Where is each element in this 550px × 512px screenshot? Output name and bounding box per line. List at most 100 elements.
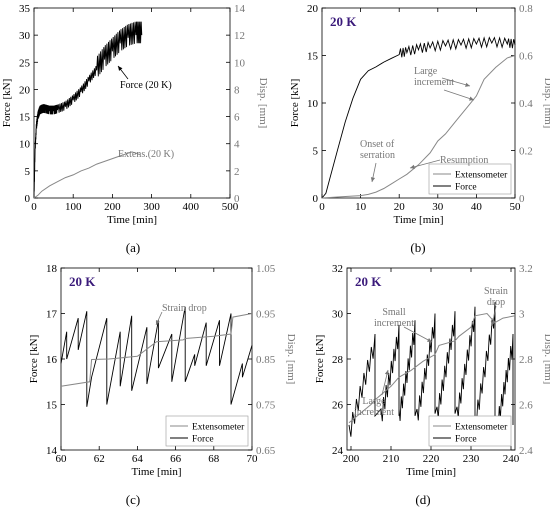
y-right-tick-label: 0.85 xyxy=(256,354,276,366)
x-tick-label: 20 xyxy=(394,201,406,213)
panel-caption: (d) xyxy=(415,492,430,507)
legend-entry: Extensometer xyxy=(455,423,508,433)
annotation-text: increment xyxy=(374,318,414,329)
panel-caption: (b) xyxy=(410,240,425,255)
x-tick-label: 68 xyxy=(208,453,220,465)
x-tick-label: 0 xyxy=(31,201,37,213)
x-axis-label: Time [min] xyxy=(406,466,456,478)
annotation-text: Extens.(20 K) xyxy=(118,149,174,160)
annotation-text: Small xyxy=(382,307,406,318)
y-tick-label: 15 xyxy=(19,112,31,124)
panel-c: 60 62 64 66 68 70 14 15 16 17 18 0.65 0.75 0.85 0.95 1.… xyxy=(28,263,297,507)
x-tick-label: 60 xyxy=(56,453,68,465)
y-tick-label: 10 xyxy=(19,139,31,151)
annotation-text: serration xyxy=(360,150,395,161)
y-right-tick-label: 4 xyxy=(234,139,240,151)
annotation-arrowhead xyxy=(427,337,432,342)
x-tick-label: 0 xyxy=(319,201,325,213)
panel-d: 200 210 220 230 240 24 26 28 30 32 2.4 2.6 2.8 3 3.2 Ti… xyxy=(314,263,550,507)
annotation-text: Strain drop xyxy=(162,303,207,314)
y-tick-label: 35 xyxy=(19,3,31,15)
annotation-text: Resumption xyxy=(440,155,488,166)
y-right-tick-label: 6 xyxy=(234,112,240,124)
y-axis-label: Force [kN] xyxy=(1,79,13,128)
y-axis-label: Force [kN] xyxy=(28,335,40,384)
panel-caption: (c) xyxy=(126,492,140,507)
y-right-axis-label: Disp. [mm] xyxy=(542,334,550,385)
annotation-arrowhead xyxy=(469,96,474,101)
legend-box xyxy=(165,415,249,447)
y-right-axis-label: Disp. [mm] xyxy=(542,78,550,129)
y-tick-label: 30 xyxy=(332,309,344,321)
y-right-axis-label: Disp. [mm] xyxy=(257,78,269,129)
x-tick-label: 64 xyxy=(132,453,144,465)
x-tick-label: 240 xyxy=(503,453,520,465)
annotation-arrowhead xyxy=(118,66,123,71)
x-axis-label: Time [min] xyxy=(393,214,443,226)
panel-caption: (a) xyxy=(126,240,140,255)
y-right-tick-label: 2 xyxy=(234,166,240,178)
annotation-arrow xyxy=(403,326,433,343)
y-tick-label: 14 xyxy=(46,445,58,457)
y-right-tick-label: 1.05 xyxy=(256,263,276,275)
y-right-tick-label: 14 xyxy=(234,3,246,15)
legend: Extensometer Force xyxy=(428,415,512,447)
x-tick-label: 10 xyxy=(355,201,367,213)
x-tick-label: 30 xyxy=(432,201,444,213)
y-right-tick-label: 0.95 xyxy=(256,309,276,321)
y-tick-label: 26 xyxy=(332,400,344,412)
y-tick-label: 24 xyxy=(332,445,344,457)
annotation-text: Force (20 K) xyxy=(120,80,172,91)
x-tick-label: 220 xyxy=(423,453,440,465)
x-axis-label: Time [min] xyxy=(107,214,157,226)
y-tick-label: 10 xyxy=(307,98,319,110)
y-tick-label: 32 xyxy=(332,263,343,275)
panel-title: 20 K xyxy=(69,274,96,289)
annotation-arrow xyxy=(443,89,475,101)
y-right-tick-label: 2.8 xyxy=(519,354,533,366)
y-tick-label: 20 xyxy=(19,84,31,96)
annotation-text: Large xyxy=(362,396,386,407)
x-tick-label: 66 xyxy=(170,453,182,465)
y-right-tick-label: 0.8 xyxy=(519,3,533,15)
x-tick-label: 62 xyxy=(94,453,105,465)
annotation-arrowhead xyxy=(155,320,160,325)
y-right-tick-label: 2.4 xyxy=(519,445,533,457)
y-tick-label: 0 xyxy=(313,193,319,205)
x-tick-label: 300 xyxy=(143,201,160,213)
x-tick-label: 210 xyxy=(383,453,400,465)
y-right-tick-label: 0.65 xyxy=(256,445,276,457)
series-line-extensometer xyxy=(60,313,253,387)
y-tick-label: 28 xyxy=(332,354,344,366)
y-tick-label: 5 xyxy=(25,166,31,178)
y-right-tick-label: 10 xyxy=(234,57,246,69)
legend-box xyxy=(428,163,512,195)
annotation-arrowhead xyxy=(384,370,390,375)
y-tick-label: 17 xyxy=(46,309,58,321)
annotation-text: increment xyxy=(354,407,394,418)
series-line-force xyxy=(321,36,516,199)
x-tick-label: 50 xyxy=(510,201,522,213)
y-tick-label: 20 xyxy=(307,3,319,15)
y-right-tick-label: 3.2 xyxy=(519,263,533,275)
y-tick-label: 16 xyxy=(46,354,58,366)
y-tick-label: 5 xyxy=(313,146,319,158)
legend-entry: Extensometer xyxy=(192,423,245,433)
annotation-arrow xyxy=(409,159,441,169)
x-tick-label: 200 xyxy=(104,201,121,213)
y-right-tick-label: 0 xyxy=(519,193,525,205)
y-right-axis-label: Disp. [mm] xyxy=(285,334,297,385)
y-tick-label: 15 xyxy=(46,400,58,412)
y-right-tick-label: 12 xyxy=(234,30,245,42)
y-right-tick-label: 0 xyxy=(234,193,240,205)
panel-a: 0 100 200 300 400 500051015202530350246810121… xyxy=(1,3,269,255)
y-tick-label: 25 xyxy=(19,57,31,69)
series-line-force xyxy=(348,302,514,437)
y-right-tick-label: 8 xyxy=(234,84,240,96)
y-tick-label: 30 xyxy=(19,30,31,42)
y-right-tick-label: 3 xyxy=(519,309,525,321)
legend-entry: Force xyxy=(455,435,477,445)
x-tick-label: 200 xyxy=(343,453,360,465)
